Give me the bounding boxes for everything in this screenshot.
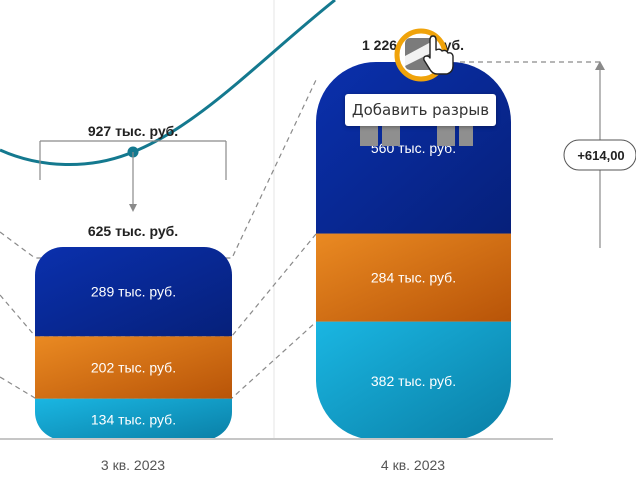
bar-segment-1-1[interactable] — [316, 233, 511, 322]
segment-label-0-0: 134 тыс. руб. — [91, 411, 176, 427]
segment-label-0-1: 202 тыс. руб. — [91, 359, 176, 375]
break-grips[interactable] — [360, 126, 473, 146]
difference-value: +614,00 — [577, 148, 624, 163]
segment-label-1-0: 382 тыс. руб. — [371, 373, 456, 389]
bar-segment-1-0[interactable] — [316, 321, 511, 440]
segment-label-1-1: 284 тыс. руб. — [371, 270, 456, 286]
total-label-q3: 625 тыс. руб. — [88, 223, 178, 239]
bar-segment-0-2[interactable] — [35, 247, 232, 337]
line-point-leader — [39, 140, 227, 205]
bar-group-q4[interactable] — [316, 62, 511, 440]
x-tick-q4: 4 кв. 2023 — [381, 457, 445, 473]
hand-pointer-icon — [423, 35, 454, 75]
difference-annotation: +614,00 — [460, 61, 636, 248]
bar-segment-1-2[interactable] — [316, 62, 511, 234]
line-point-label: 927 тыс. руб. — [88, 123, 178, 139]
bar-segment-0-0[interactable] — [35, 398, 232, 440]
bar-group-q3[interactable] — [35, 247, 232, 440]
tooltip-add-break: Добавить разрыв — [345, 94, 496, 126]
leader-arrowhead — [129, 204, 137, 212]
x-tick-q3: 3 кв. 2023 — [101, 457, 165, 473]
connector-total — [0, 79, 317, 259]
segment-label-0-2: 289 тыс. руб. — [91, 284, 176, 300]
connector-top — [0, 233, 317, 337]
bar-segment-0-1[interactable] — [35, 336, 232, 399]
line-series — [0, 0, 336, 166]
